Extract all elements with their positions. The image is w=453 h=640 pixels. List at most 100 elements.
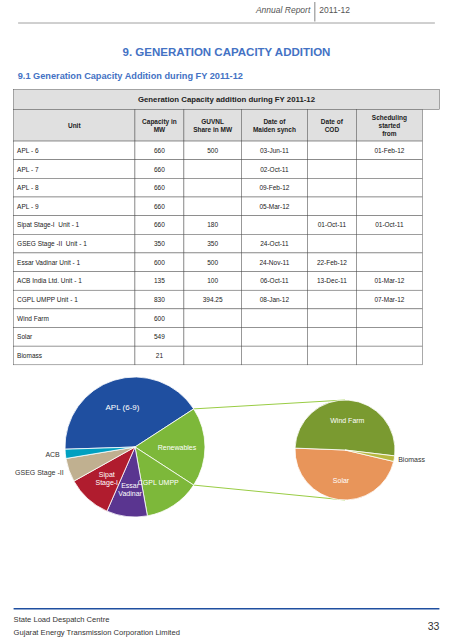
table-value: Essar Vadinar Unit - 1	[17, 259, 80, 266]
text-line: Solar	[333, 476, 350, 483]
table-header: Unit	[68, 122, 81, 129]
text-line: Renewables	[158, 444, 197, 451]
table-value: 01-Feb-12	[374, 147, 404, 154]
table-cell	[135, 141, 184, 160]
text-line: Date of	[263, 118, 286, 125]
slice-labels: APL (6-9)RenewablesCGPL UMPPEssarVadinar…	[15, 402, 197, 496]
header-divider	[314, 2, 315, 22]
table-cell	[307, 234, 356, 253]
table-title: Generation Capacity addition during FY 2…	[138, 95, 316, 104]
text-line: Unit	[68, 122, 81, 129]
table-value: 135	[154, 277, 165, 284]
pie-slice	[65, 447, 135, 458]
table-value: 660	[154, 184, 165, 191]
table-cell	[307, 160, 356, 179]
table-cell	[307, 253, 356, 272]
table-cell	[14, 216, 135, 235]
table-cell	[135, 160, 184, 179]
text-line: Sipat	[99, 471, 115, 479]
table-cell	[135, 109, 184, 141]
table-cell	[14, 346, 135, 365]
table-value: Wind Farm	[17, 315, 49, 322]
table-cell	[14, 290, 135, 309]
footer-text: Gujarat Energy Transmission Corporation …	[14, 628, 180, 637]
footer-rule	[14, 608, 440, 610]
table-cell	[241, 253, 307, 272]
text-line: started	[379, 122, 401, 129]
table-value: APL - 7	[17, 166, 39, 173]
slice-label: ACB	[45, 451, 60, 458]
table-value: 600	[154, 315, 165, 322]
table-value: ACB India Ltd. Unit - 1	[17, 277, 82, 284]
table-cell	[184, 141, 241, 160]
table-cell	[356, 253, 422, 272]
table-cell	[307, 141, 356, 160]
table-value: 01-Oct-11	[318, 221, 347, 228]
table-cell	[356, 346, 422, 365]
table-cell	[184, 197, 241, 216]
table-value: 01-Mar-12	[374, 277, 404, 284]
footer-text: State Load Despatch Centre	[14, 615, 110, 624]
table-cell	[184, 109, 241, 141]
table-cell	[307, 346, 356, 365]
table-value: Solar	[17, 333, 33, 340]
slice-label: Biomass	[398, 456, 425, 463]
table-cell	[14, 160, 135, 179]
table-cell	[135, 234, 184, 253]
table-value: APL - 6	[17, 147, 39, 154]
text-line: Essar	[121, 481, 140, 488]
table-cell	[184, 253, 241, 272]
slice-label: GSEG Stage -II	[15, 469, 64, 477]
table-value: 600	[154, 259, 165, 266]
table-value: 24-Nov-11	[259, 259, 289, 266]
table-value: APL - 8	[17, 184, 39, 191]
table-value: Sipat Stage-I Unit - 1	[17, 221, 80, 229]
table-cell	[184, 272, 241, 291]
table-cell	[184, 346, 241, 365]
table-value: 500	[207, 259, 218, 266]
table-value: 100	[207, 277, 218, 284]
table-cell	[241, 272, 307, 291]
table-value: 21	[156, 352, 164, 359]
table-cell	[135, 178, 184, 197]
pie-slice	[295, 400, 395, 456]
slice-label: Renewables	[158, 444, 197, 451]
header: Annual Report2011-12	[18, 2, 435, 23]
table-value: 830	[154, 296, 165, 303]
slice-label: Wind Farm	[330, 417, 364, 424]
table-cell	[356, 328, 422, 347]
table-value: 09-Feb-12	[259, 184, 289, 191]
pie-slice	[345, 450, 395, 461]
table-value: Biomass	[17, 352, 43, 359]
table-cell	[356, 216, 422, 235]
table-value: CGPL UMPP Unit - 1	[17, 296, 78, 303]
table-cell	[14, 309, 135, 328]
table-value: GSEG Stage -II Unit - 1	[17, 240, 87, 248]
table-cell	[307, 328, 356, 347]
header-year: 2011-12	[319, 5, 350, 15]
text-line: Wind Farm	[330, 417, 364, 424]
table-cell	[356, 160, 422, 179]
table-value: 02-Oct-11	[260, 166, 289, 173]
table-cell	[184, 160, 241, 179]
text-line: APL (6-9)	[105, 402, 139, 411]
table-value: 660	[154, 166, 165, 173]
table-value: 03-Jun-11	[260, 147, 289, 154]
table-cell	[241, 309, 307, 328]
table-cell	[307, 272, 356, 291]
table-cell	[14, 253, 135, 272]
table-value: 660	[154, 147, 165, 154]
table-cell	[356, 141, 422, 160]
text-line: Share in MW	[193, 126, 233, 133]
table-cell	[184, 216, 241, 235]
text-line: Maiden synch	[253, 126, 296, 134]
table-cell	[135, 272, 184, 291]
table-cell	[356, 178, 422, 197]
table-cell	[184, 178, 241, 197]
table-value: 05-Mar-12	[259, 203, 289, 210]
subtitle: 9.1 Generation Capacity Addition during …	[18, 71, 243, 81]
pie-slice	[295, 448, 394, 500]
text-line: Date of	[321, 118, 344, 125]
page: Annual Report2011-129. GENERATION CAPACI…	[0, 0, 453, 640]
table-header: Date ofMaiden synch	[253, 118, 296, 134]
